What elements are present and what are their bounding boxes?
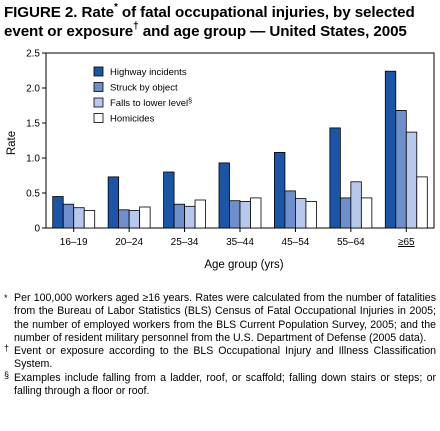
bar-highway-incidents-5	[329, 127, 341, 229]
bar-highway-incidents-0	[52, 196, 64, 229]
legend-label: Struck by object	[110, 83, 178, 94]
bar-struck-by-object-2	[173, 203, 185, 229]
bar-homicides-6	[416, 176, 428, 229]
legend-swatch	[93, 113, 104, 123]
footnote-2: † Event or exposure according to the BLS …	[4, 343, 436, 372]
footnote-3-text: Examples include falling from a ladder, …	[14, 371, 436, 398]
legend: Highway incidents Struck by object Falls t…	[93, 66, 192, 125]
legend-label: Highway incidents	[110, 67, 187, 78]
bar-struck-by-object-3	[229, 200, 241, 229]
x-tick-label: 35–44	[226, 237, 254, 248]
bar-highway-incidents-1	[107, 176, 120, 229]
bar-falls-to-lower-level-1	[128, 210, 141, 229]
y-axis: 0 0.5 1.0 1.5 2.0 2.5	[26, 49, 46, 235]
bar-struck-by-object-0	[62, 203, 75, 229]
legend-swatch	[93, 82, 104, 92]
y-tick-label: 1.5	[26, 119, 40, 130]
y-tick-label: 0	[34, 224, 40, 235]
bar-homicides-0	[83, 210, 96, 229]
bar-struck-by-object-6	[395, 110, 407, 229]
footnote-2-text: Event or exposure according to the BLS O…	[14, 345, 436, 371]
plot-area	[45, 52, 435, 229]
footnote-1: * Per 100,000 workers aged ≥16 years. Rat…	[4, 292, 436, 345]
x-tick-label: 16–19	[60, 237, 88, 248]
x-tick-label: ≥65	[398, 237, 415, 248]
x-tick-label: 45–54	[282, 237, 310, 248]
footnote-1-mark: *	[4, 293, 8, 303]
bar-struck-by-object-1	[118, 209, 130, 229]
footnote-2-mark: †	[4, 343, 10, 354]
bar-struck-by-object-4	[284, 190, 296, 229]
bar-falls-to-lower-level-4	[295, 198, 307, 229]
legend-label: Homicides	[110, 114, 155, 125]
bar-homicides-4	[305, 200, 317, 229]
bar-highway-incidents-2	[163, 171, 175, 229]
title-footnote-mark-1: *	[114, 1, 118, 13]
y-tick-label: 2.5	[26, 49, 40, 60]
y-tick-label: 0.5	[26, 189, 40, 200]
x-tick-label: 25–34	[171, 237, 199, 248]
bar-homicides-3	[250, 197, 262, 229]
footnote-3: § Examples include falling from a ladder,…	[4, 369, 436, 399]
title-prefix: FIGURE 2. Rate	[4, 4, 114, 21]
footnote-1-text: Per 100,000 workers aged ≥16 years. Rate…	[14, 292, 436, 344]
title-suffix: and age group — United States, 2005	[138, 23, 407, 40]
footnotes: * Per 100,000 workers aged ≥16 years. Rat…	[4, 292, 436, 398]
legend-swatch	[93, 66, 104, 77]
bar-highway-incidents-3	[218, 162, 230, 229]
bar-falls-to-lower-level-0	[73, 207, 85, 229]
bar-homicides-1	[139, 206, 151, 229]
x-tick-label: 55–64	[337, 237, 365, 248]
bar-highway-incidents-4	[274, 151, 286, 229]
bar-chart: 0 0.5 1.0 1.5 2.0 2.5 16–19 20–24 25–34 35–44 45–…	[6, 49, 435, 271]
y-tick-label: 2.0	[26, 84, 40, 95]
bar-homicides-5	[360, 197, 373, 229]
x-axis: 16–19 20–24 25–34 35–44 45–54 55–64 ≥65	[60, 228, 415, 248]
bar-highway-incidents-6	[384, 70, 397, 229]
footnote-3-mark: §	[4, 369, 10, 380]
bar-homicides-2	[194, 199, 206, 229]
x-axis-label: Age group (yrs)	[204, 259, 283, 271]
y-axis-label: Rate	[6, 131, 18, 155]
title-footnote-mark-2: †	[133, 20, 139, 32]
legend-footnote-mark: §	[188, 98, 192, 105]
figure-title: FIGURE 2. Rate* of fatal occupational in…	[4, 1, 436, 41]
bar-falls-to-lower-level-2	[184, 205, 196, 229]
bar-falls-to-lower-level-5	[350, 181, 362, 229]
bar-falls-to-lower-level-6	[405, 131, 418, 229]
bar-struck-by-object-5	[339, 197, 352, 229]
legend-label: Falls to lower level§	[110, 98, 192, 109]
bar-falls-to-lower-level-3	[239, 200, 251, 229]
x-tick-label: 20–24	[115, 237, 143, 248]
y-tick-label: 1.0	[26, 154, 40, 165]
title-middle: of fatal occupational injuries, by selec…	[4, 4, 415, 40]
legend-swatch	[93, 97, 104, 108]
